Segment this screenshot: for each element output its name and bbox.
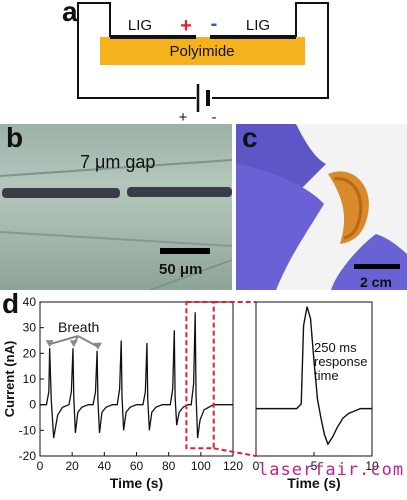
right-lig-trace <box>127 187 232 197</box>
scale-label-2cm: 2 cm <box>360 274 392 290</box>
x-axis-label: Time (s) <box>110 475 163 491</box>
y-tick-label: -10 <box>19 423 37 437</box>
y-tick-label: 20 <box>23 346 37 360</box>
zoom-x-tick-label: 0 <box>253 459 260 473</box>
y-tick-label: 10 <box>23 372 37 386</box>
substrate-label: Polyimide <box>169 43 234 60</box>
panel-b-label: b <box>6 122 24 153</box>
breath-arrow-head <box>93 342 102 350</box>
x-tick-label: 0 <box>37 459 44 473</box>
panel-a-schematic: Polyimide LIG LIG + - + - <box>77 2 329 124</box>
breath-arrow-head <box>45 340 54 348</box>
fiber-line <box>0 159 232 177</box>
x-tick-label: 80 <box>162 459 176 473</box>
scale-bar-50um <box>160 248 210 254</box>
breath-arrow-head <box>69 340 78 348</box>
battery-plus: + <box>179 109 188 124</box>
x-tick-label: 120 <box>223 459 243 473</box>
y-tick-label: 40 <box>23 295 37 309</box>
photo-drawing <box>236 124 407 290</box>
panel-d-label: d <box>2 288 20 319</box>
right-electrode-label: LIG <box>246 17 270 34</box>
glove-left <box>236 164 324 290</box>
glove-right <box>331 234 407 290</box>
circuit-wire <box>77 2 196 99</box>
x-tick-label: 20 <box>65 459 79 473</box>
panel-b-micrograph: 7 μm gap 50 μm <box>0 124 232 290</box>
gap-label: 7 μm gap <box>80 152 156 172</box>
circuit-wire-right <box>212 2 329 99</box>
panel-c-photo: 2 cm <box>236 124 407 290</box>
zoom-connector-bottom <box>213 447 257 457</box>
zoom-x-tick-label: 5 <box>311 459 318 473</box>
scale-label-50um: 50 μm <box>159 261 203 278</box>
battery-minus: - <box>212 109 217 124</box>
panel-c-label: c <box>242 122 258 153</box>
y-tick-label: -20 <box>19 449 37 463</box>
positive-sign: + <box>180 15 192 37</box>
zoom-x-tick-label: 10 <box>365 459 379 473</box>
breath-arrow <box>77 335 99 348</box>
current-trace <box>40 312 233 439</box>
x-tick-label: 60 <box>130 459 144 473</box>
response-time-line2: response <box>314 354 367 369</box>
left-lig-trace <box>2 188 120 198</box>
breath-arrow <box>49 335 79 346</box>
strip-edge <box>333 177 363 240</box>
fiber-line <box>149 259 232 290</box>
y-tick-label: 0 <box>29 398 36 412</box>
breath-annotation: Breath <box>58 319 99 335</box>
panel-d-annotations: Breath 250 ms response time <box>45 319 367 383</box>
main-current-chart: -20 -10 0 10 20 30 40 0 20 40 60 80 100 120 Time (s) Cu… <box>2 295 243 491</box>
y-tick-label: 30 <box>23 321 37 335</box>
zoom-highlight-box <box>185 301 215 450</box>
panel-a-label: a <box>62 0 78 27</box>
x-tick-label: 100 <box>191 459 211 473</box>
y-axis-label: Current (nA) <box>2 341 17 418</box>
zoom-x-axis-label: Time (s) <box>287 475 340 491</box>
watermark: laserfair.com <box>258 460 405 480</box>
zoom-current-trace <box>256 306 372 446</box>
response-time-line3: time <box>314 368 339 383</box>
x-tick-label: 40 <box>98 459 112 473</box>
scale-bar-2cm <box>354 264 400 269</box>
response-time-line1: 250 ms <box>314 340 357 355</box>
micrograph-drawing <box>0 159 232 290</box>
zoom-current-chart: 0 5 10 Time (s) <box>253 301 379 491</box>
polyimide-substrate <box>100 37 305 65</box>
left-electrode-label: LIG <box>128 17 152 34</box>
negative-sign: - <box>211 13 218 35</box>
fiber-line <box>0 231 232 247</box>
